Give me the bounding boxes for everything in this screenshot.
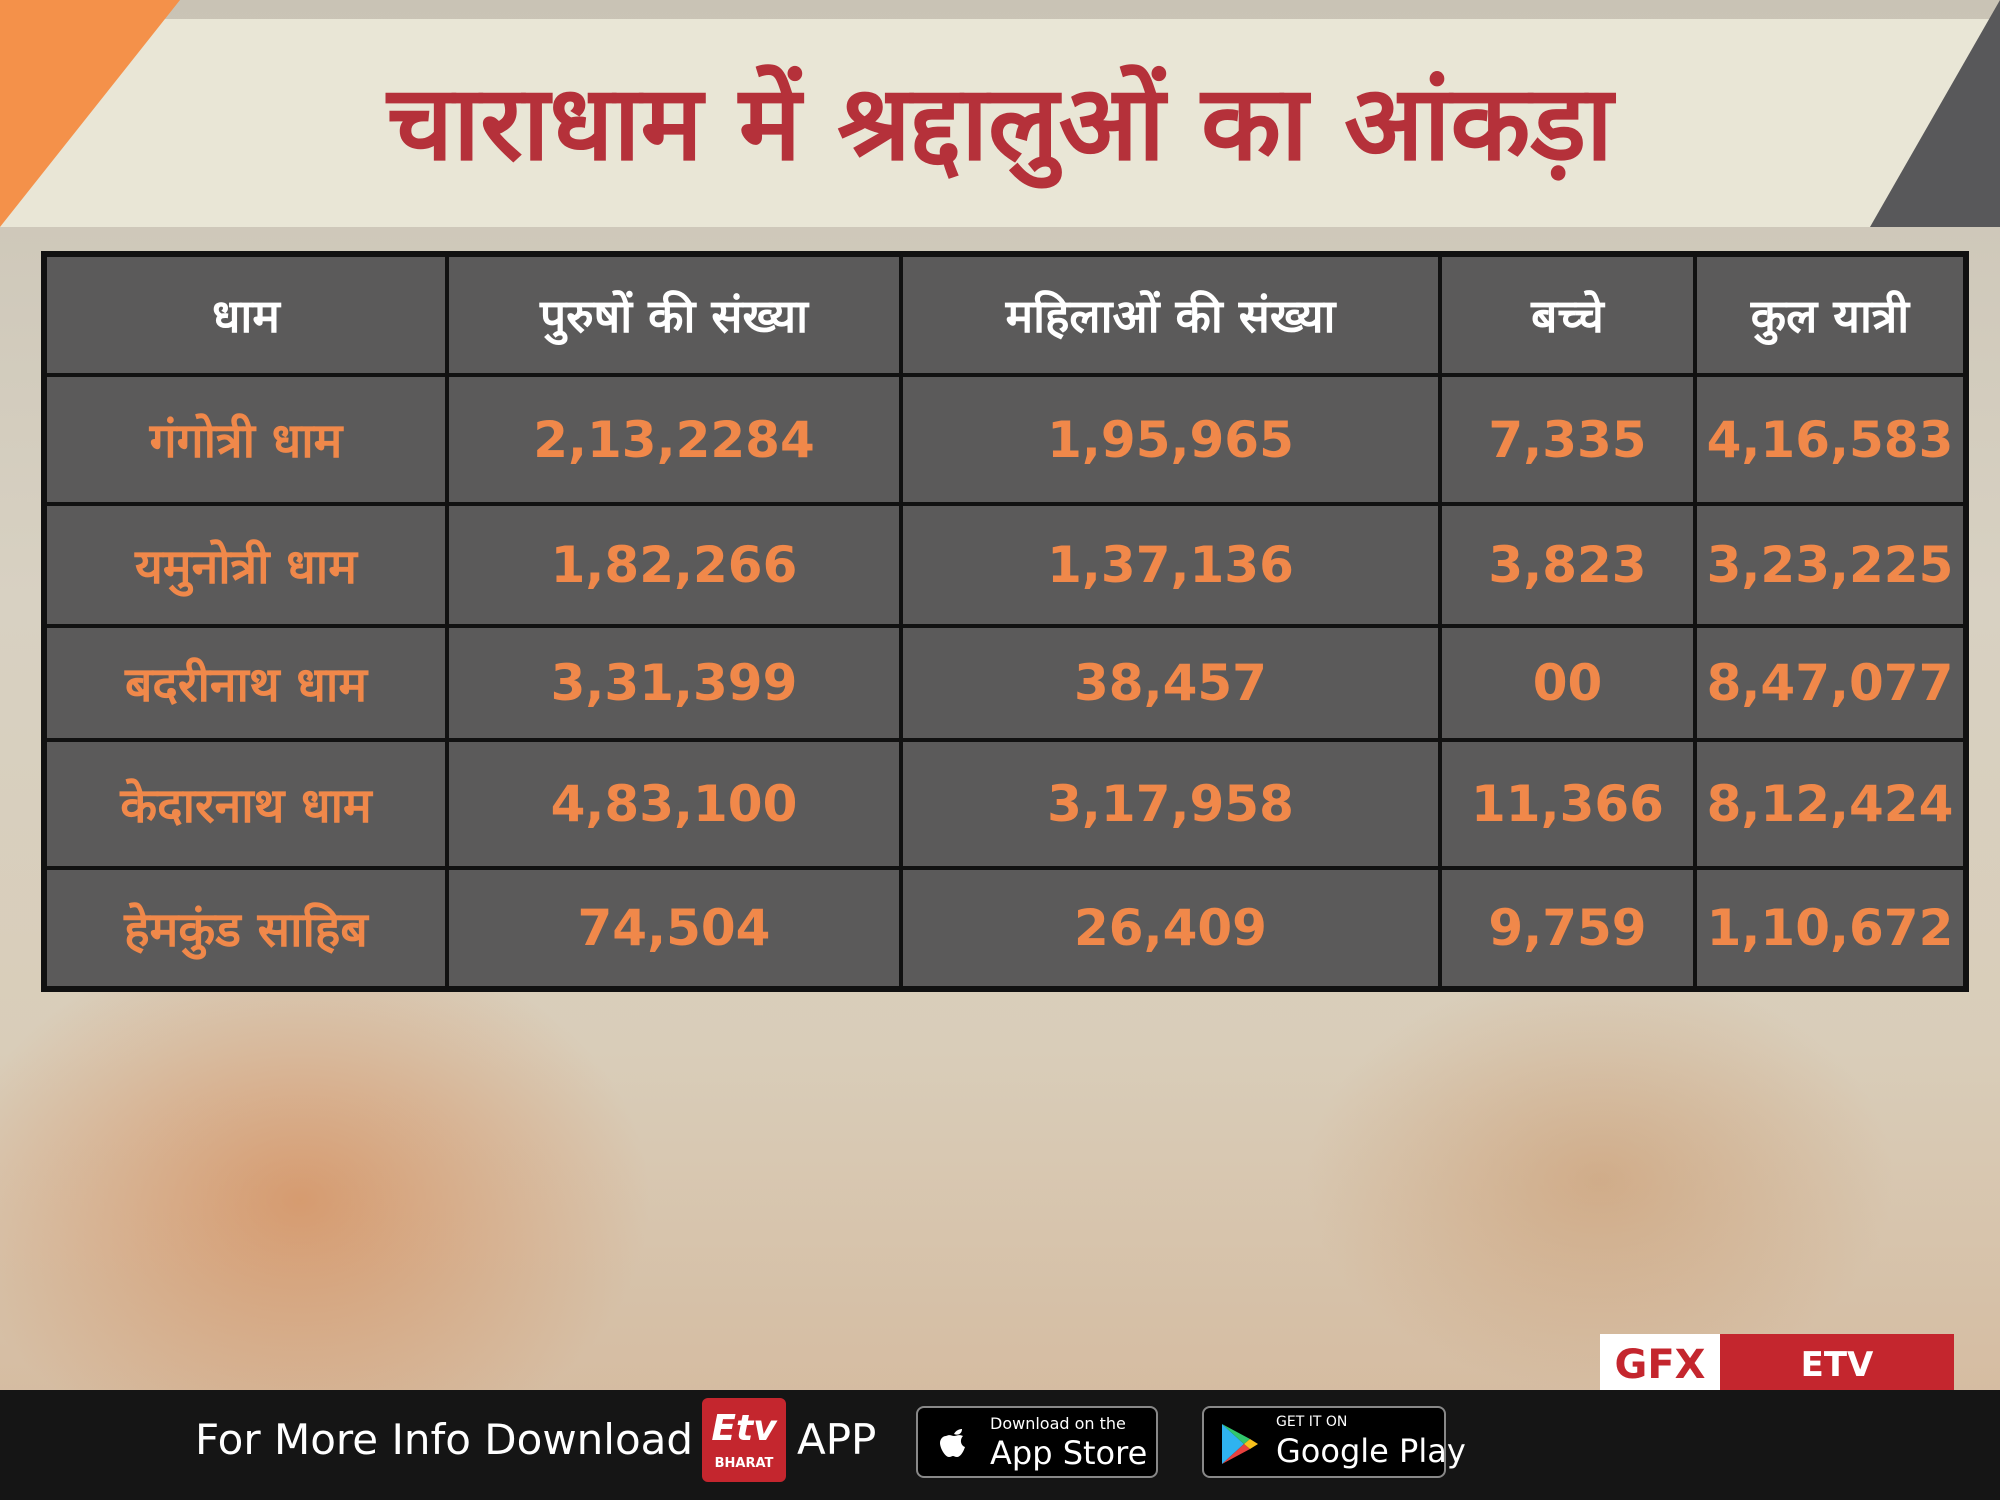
row-label: केदारनाथ धाम: [45, 740, 447, 868]
play-icon: [1222, 1424, 1258, 1464]
table-cell: 74,504: [447, 868, 901, 988]
table-cell: 9,759: [1440, 868, 1695, 988]
table-cell: 1,82,266: [447, 504, 901, 626]
column-header: धाम: [45, 255, 447, 375]
title: चाराधाम में श्रद्दालुओं का आंकड़ा: [387, 62, 1613, 184]
brand-tag: ETV BHARAT: [1720, 1334, 1954, 1447]
row-label: गंगोत्री धाम: [45, 375, 447, 504]
table-cell: 3,23,225: [1695, 504, 1965, 626]
table-cell: 1,10,672: [1695, 868, 1965, 988]
apple-icon: [940, 1429, 965, 1457]
table-cell: 3,31,399: [447, 626, 901, 740]
table-cell: 2,13,2284: [447, 375, 901, 504]
logo-mark: Etv: [711, 1408, 777, 1449]
store-caption: Download on the: [990, 1414, 1126, 1433]
table-cell: 38,457: [901, 626, 1440, 740]
store-name: App Store: [990, 1434, 1148, 1472]
column-header: महिलाओं की संख्या: [901, 255, 1440, 375]
row-label: यमुनोत्री धाम: [45, 504, 447, 626]
table-cell: 1,37,136: [901, 504, 1440, 626]
app-text: APP: [797, 1415, 877, 1464]
table-cell: 3,17,958: [901, 740, 1440, 868]
column-header: कुल यात्री: [1695, 255, 1965, 375]
table-cell: 26,409: [901, 868, 1440, 988]
column-header: पुरुषों की संख्या: [447, 255, 901, 375]
store-name: Google Play: [1276, 1432, 1466, 1470]
google-play-button[interactable]: GET IT ON Google Play: [1202, 1406, 1466, 1478]
table-cell: 00: [1440, 626, 1695, 740]
orange-corner: [0, 0, 180, 227]
app-store-button[interactable]: Download on the App Store: [916, 1406, 1158, 1478]
row-label: हेमकुंड साहिब: [45, 868, 447, 988]
table-cell: 3,823: [1440, 504, 1695, 626]
etv-logo: Etv BHARAT: [702, 1398, 786, 1482]
store-caption: GET IT ON: [1276, 1414, 1348, 1430]
table-cell: 4,83,100: [447, 740, 901, 868]
table-cell: 4,16,583: [1695, 375, 1965, 504]
table-cell: 1,95,965: [901, 375, 1440, 504]
grey-corner: [1870, 0, 2000, 227]
table-cell: 7,335: [1440, 375, 1695, 504]
footer-text: For More Info Download: [195, 1415, 694, 1464]
title-band: [0, 19, 2000, 227]
column-header: बच्चे: [1440, 255, 1695, 375]
logo-text: BHARAT: [714, 1456, 774, 1471]
data-table: धाम पुरुषों की संख्या महिलाओं की संख्या बच्…: [41, 251, 1969, 992]
table-cell: 8,47,077: [1695, 626, 1965, 740]
table-cell: 11,366: [1440, 740, 1695, 868]
row-label: बदरीनाथ धाम: [45, 626, 447, 740]
gfx-tag: GFX: [1600, 1334, 1720, 1396]
table-cell: 8,12,424: [1695, 740, 1965, 868]
